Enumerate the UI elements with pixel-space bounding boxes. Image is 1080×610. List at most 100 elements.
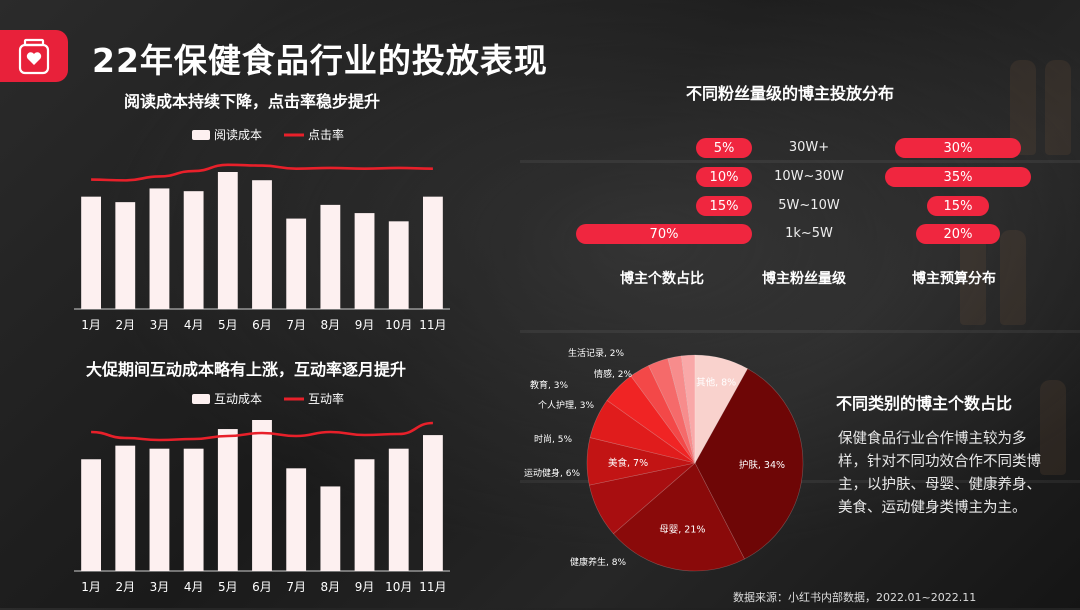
tier-center-axis-label: 博主粉丝量级 bbox=[762, 271, 846, 287]
pie-slice bbox=[694, 354, 748, 465]
bar bbox=[422, 435, 443, 571]
chart2-legend: 互动成本 互动率 bbox=[192, 391, 344, 406]
bar bbox=[217, 429, 238, 571]
pie-label: 生活记录, 2% bbox=[568, 347, 624, 359]
chart2-plot: 1月 2月 3月 4月 5月 6月 7月 8月 9月 10月 11月 bbox=[74, 420, 450, 594]
x-tick-label: 3月 bbox=[150, 318, 170, 332]
reading-cost-chart: 阅读成本 点击率 1月 2月 3月 4月 5月 6月 7月 8月 9月 10月 11月 bbox=[74, 127, 450, 332]
x-tick-label: 1月 bbox=[81, 318, 101, 332]
chart1-plot: 1月 2月 3月 4月 5月 6月 7月 8月 9月 10月 11月 bbox=[74, 163, 450, 332]
pie-slice bbox=[694, 368, 804, 560]
bar bbox=[388, 221, 409, 309]
line-series bbox=[91, 421, 433, 442]
x-tick-label: 3月 bbox=[150, 580, 170, 594]
bar bbox=[388, 448, 409, 571]
page-title: 22年保健食品行业的投放表现 bbox=[92, 41, 548, 80]
legend-label-bar: 阅读成本 bbox=[214, 128, 262, 142]
category-pie-chart: 护肤, 34% 母婴, 21% 健康养生, 8% 美食, 7% 运动健身, 6% 时尚, … bbox=[524, 347, 804, 572]
pie-label: 运动健身, 6% bbox=[524, 467, 580, 479]
pie-slice bbox=[680, 354, 696, 464]
tier-right-axis-label: 博主预算分布 bbox=[912, 271, 996, 287]
pie-label: 健康养生, 8% bbox=[570, 556, 626, 568]
legend-swatch-bar bbox=[192, 394, 210, 404]
bar bbox=[217, 172, 238, 309]
logo-badge bbox=[0, 30, 68, 82]
x-tick-label: 7月 bbox=[286, 580, 306, 594]
bar bbox=[286, 218, 307, 309]
background-bottle bbox=[1000, 230, 1026, 325]
background-bottle bbox=[1040, 380, 1066, 475]
bar bbox=[149, 188, 170, 309]
bar bbox=[183, 448, 204, 571]
pie-label: 教育, 3% bbox=[530, 379, 568, 391]
pie-slice bbox=[589, 399, 696, 464]
pie-label: 情感, 2% bbox=[594, 368, 632, 380]
legend-label-bar: 互动成本 bbox=[214, 392, 262, 406]
background-shelf bbox=[520, 330, 1080, 333]
x-tick-label: 11月 bbox=[419, 318, 446, 332]
bar bbox=[115, 202, 136, 309]
bar bbox=[286, 468, 307, 571]
background-bottle bbox=[1045, 60, 1071, 155]
tier-left-pill: 5% bbox=[696, 138, 752, 158]
pie-label: 时尚, 5% bbox=[534, 433, 572, 445]
legend-swatch-bar bbox=[192, 130, 210, 140]
pie-slice bbox=[588, 462, 697, 535]
tier-right-pill: 20% bbox=[916, 224, 1000, 244]
tier-category-label: 5W~10W bbox=[778, 198, 840, 213]
x-tick-label: 4月 bbox=[184, 580, 204, 594]
bar bbox=[354, 459, 375, 571]
x-tick-label: 10月 bbox=[385, 580, 412, 594]
chart2-title: 大促期间互动成本略有上涨，互动率逐月提升 bbox=[86, 360, 407, 379]
x-tick-label: 6月 bbox=[252, 318, 272, 332]
bar bbox=[149, 448, 170, 571]
tier-category-label: 30W+ bbox=[788, 140, 830, 155]
x-tick-label: 10月 bbox=[385, 318, 412, 332]
tier-right-pill: 30% bbox=[895, 138, 1021, 158]
x-tick-label: 7月 bbox=[286, 318, 306, 332]
source-note: 数据来源：小红书内部数据，2022.01~2022.11 bbox=[733, 591, 977, 604]
pie-slice bbox=[606, 375, 696, 464]
bar bbox=[115, 445, 136, 571]
background-shelf bbox=[520, 160, 1080, 163]
tier-category-label: 1k~5W bbox=[785, 226, 833, 241]
x-tick-label: 2月 bbox=[115, 580, 135, 594]
pie-slice bbox=[630, 365, 696, 464]
pie-title: 不同类别的博主个数占比 bbox=[836, 394, 1013, 413]
interaction-cost-chart: 互动成本 互动率 1月 2月 3月 4月 5月 6月 7月 8月 9月 10月 11月 bbox=[74, 391, 450, 594]
x-tick-label: 9月 bbox=[355, 318, 375, 332]
pie-label: 护肤, 34% bbox=[739, 459, 785, 471]
pie-description: 保健食品行业合作博主较为多样，针对不同功效合作不同类博主，以护肤、母婴、健康养身… bbox=[838, 431, 1041, 516]
chart1-title: 阅读成本持续下降，点击率稳步提升 bbox=[124, 92, 381, 111]
tier-category-label: 10W~30W bbox=[774, 169, 844, 184]
pie-slice bbox=[586, 437, 696, 486]
bar bbox=[422, 196, 443, 309]
pie-label: 其他, 8% bbox=[696, 376, 736, 388]
x-tick-label: 5月 bbox=[218, 318, 238, 332]
x-tick-label: 8月 bbox=[321, 318, 341, 332]
pie-label: 个人护理, 3% bbox=[538, 399, 594, 411]
supplement-bottle-heart-icon bbox=[18, 38, 50, 75]
chart1-legend: 阅读成本 点击率 bbox=[192, 127, 344, 142]
bar bbox=[183, 191, 204, 309]
tier-chart-title: 不同粉丝量级的博主投放分布 bbox=[686, 84, 895, 103]
x-tick-label: 8月 bbox=[321, 580, 341, 594]
x-tick-label: 11月 bbox=[419, 580, 446, 594]
bar bbox=[252, 420, 272, 571]
x-tick-label: 4月 bbox=[184, 318, 204, 332]
legend-label-line: 点击率 bbox=[308, 127, 344, 142]
bar bbox=[320, 486, 341, 571]
pie-slice bbox=[648, 358, 696, 464]
x-tick-label: 9月 bbox=[355, 580, 375, 594]
pie-label: 母婴, 21% bbox=[659, 525, 705, 536]
background-bottle bbox=[960, 230, 986, 325]
bar bbox=[320, 204, 341, 309]
tier-right-pill: 35% bbox=[885, 167, 1031, 187]
bar bbox=[81, 196, 102, 309]
x-tick-label: 1月 bbox=[81, 580, 101, 594]
bar bbox=[354, 213, 375, 309]
line-series bbox=[91, 163, 433, 182]
x-tick-label: 5月 bbox=[218, 580, 238, 594]
pie-slice bbox=[667, 355, 696, 464]
bar bbox=[81, 459, 102, 571]
